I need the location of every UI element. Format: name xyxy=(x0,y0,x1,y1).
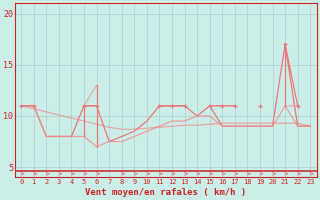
X-axis label: Vent moyen/en rafales ( km/h ): Vent moyen/en rafales ( km/h ) xyxy=(85,188,246,197)
